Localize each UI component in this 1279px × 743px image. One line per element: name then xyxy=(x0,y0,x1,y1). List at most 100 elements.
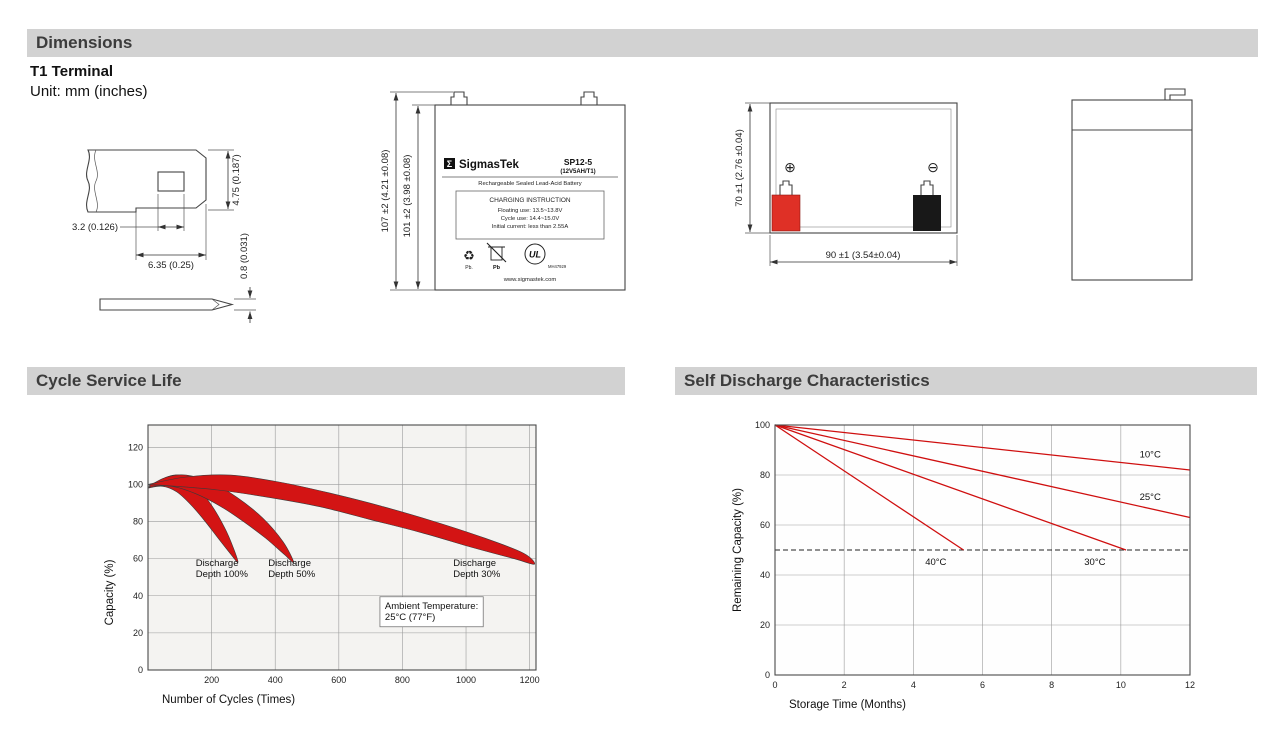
x-axis-label: Number of Cycles (Times) xyxy=(162,694,295,706)
chart-annotation: Ambient Temperature: 25°C (77°F) xyxy=(385,601,478,623)
x-tick-label: 800 xyxy=(395,675,410,685)
x-tick-label: 6 xyxy=(980,680,985,690)
dim-case-height: 101 ±2 (3.98 ±0.08) xyxy=(402,155,413,238)
discharge-band xyxy=(147,474,536,565)
ul-mark-circle xyxy=(524,243,546,265)
y-tick-label: 0 xyxy=(138,665,143,675)
charging-line: Floating use: 13.5~13.8V xyxy=(498,208,563,214)
charging-title: CHARGING INSTRUCTION xyxy=(489,197,571,204)
y-tick-label: 60 xyxy=(133,554,143,564)
crossed-bin-icon xyxy=(486,242,507,263)
x-tick-label: 400 xyxy=(268,675,283,685)
ul-code-text: MH47929 xyxy=(548,264,567,269)
ul-mark-icon: UL xyxy=(529,250,541,260)
temperature-line xyxy=(774,424,964,551)
x-tick-label: 200 xyxy=(204,675,219,685)
x-tick-label: 600 xyxy=(331,675,346,685)
y-tick-label: 20 xyxy=(760,620,770,630)
plot-border xyxy=(774,424,1191,676)
y-tick-label: 60 xyxy=(760,520,770,530)
cycle-service-life-chart: 200 400 600 800 1000 1200 0 20 40 60 80 100 120 Disch… xyxy=(104,424,540,706)
website-text: www.sigmastek.com xyxy=(503,277,557,283)
terminal-tab xyxy=(920,180,934,195)
x-tick-label: 0 xyxy=(772,680,777,690)
positive-terminal-icon: ⊕ xyxy=(784,159,796,175)
negative-terminal-block xyxy=(913,195,941,231)
chart-annotation: Discharge Depth 50% xyxy=(268,558,316,580)
battery-type-text: Rechargeable Sealed Lead-Acid Battery xyxy=(478,181,582,187)
terminal-type-heading: T1 Terminal xyxy=(30,63,114,80)
y-tick-label: 0 xyxy=(765,670,770,680)
x-tick-label: 1200 xyxy=(520,675,540,685)
dim-overall-height: 107 ±2 (4.21 ±0.08) xyxy=(380,150,391,233)
self-discharge-section-header: Self Discharge Characteristics xyxy=(675,367,1257,395)
terminal-tab xyxy=(779,180,793,195)
cycle-life-section-header: Cycle Service Life xyxy=(27,367,625,395)
y-tick-label: 100 xyxy=(128,479,143,489)
temperature-line xyxy=(774,424,1191,471)
charging-line: Cycle use: 14.4~15.0V xyxy=(501,216,560,222)
case-inner-rim xyxy=(775,108,952,228)
battery-case-side xyxy=(1071,99,1193,281)
plot-border xyxy=(147,424,537,671)
y-tick-label: 80 xyxy=(133,517,143,527)
tab-bevel-line xyxy=(211,298,220,311)
annotation-box xyxy=(379,596,484,628)
terminal-hole xyxy=(157,171,185,192)
terminal-post xyxy=(580,91,598,105)
rear-view-drawing: ⊕ ⊖ 70 ±1 (2.76 ±0.04) 90 ±1 (3.54±0.04) xyxy=(734,102,958,266)
sigma-logo-glyph: Σ xyxy=(447,159,453,169)
negative-terminal-icon: ⊖ xyxy=(927,159,939,175)
pb-recycle-text: Pb. xyxy=(465,265,473,271)
side-view-drawing xyxy=(1071,88,1193,281)
dim-tab-thickness: 0.8 (0.031) xyxy=(239,233,250,279)
dim-tab-width: 6.35 (0.25) xyxy=(148,260,194,271)
x-tick-label: 2 xyxy=(842,680,847,690)
positive-terminal-block xyxy=(771,194,801,232)
x-tick-label: 12 xyxy=(1185,680,1195,690)
rating-text: (12V5AH/T1) xyxy=(560,169,595,175)
break-line xyxy=(94,149,98,213)
y-tick-label: 40 xyxy=(133,591,143,601)
dim-rear-width: 90 ±1 (3.54±0.04) xyxy=(826,250,901,261)
dim-terminal-height: 4.75 (0.187) xyxy=(231,154,242,205)
dim-hole-width: 3.2 (0.126) xyxy=(72,222,118,233)
y-tick-label: 20 xyxy=(133,628,143,638)
series-label: 25°C xyxy=(1140,492,1161,503)
terminal-profile xyxy=(86,149,207,213)
series-label: 10°C xyxy=(1140,450,1161,461)
recycle-icon: ♻ xyxy=(463,248,475,263)
front-view-drawing: 107 ±2 (4.21 ±0.08) 101 ±2 (3.98 ±0.08) … xyxy=(380,91,626,291)
y-axis-label: Remaining Capacity (%) xyxy=(732,488,744,612)
x-axis-label: Storage Time (Months) xyxy=(789,699,906,711)
self-discharge-chart: 0 2 4 6 8 10 12 0 20 40 60 80 100 10°C 25°C 30°C 40°C Sto… xyxy=(732,420,1195,711)
side-terminal-tab xyxy=(1164,88,1186,100)
tab-side-profile xyxy=(99,298,235,311)
x-tick-label: 1000 xyxy=(456,675,476,685)
chart-annotation: Discharge Depth 30% xyxy=(453,558,501,580)
y-tick-label: 80 xyxy=(760,470,770,480)
temperature-line xyxy=(774,424,1191,519)
y-tick-label: 100 xyxy=(755,420,770,430)
series-label: 40°C xyxy=(925,557,946,568)
unit-note: Unit: mm (inches) xyxy=(30,83,148,100)
charging-instruction-box xyxy=(455,190,605,240)
sigma-logo-box xyxy=(444,158,455,169)
dimensions-section-header: Dimensions xyxy=(27,29,1258,57)
battery-case-front xyxy=(434,104,626,291)
charging-line: Initial current: less than 2.55A xyxy=(492,224,569,230)
series-label: 30°C xyxy=(1084,557,1105,568)
temperature-line xyxy=(774,424,1127,551)
dim-rear-height: 70 ±1 (2.76 ±0.04) xyxy=(734,129,745,207)
y-tick-label: 120 xyxy=(128,442,143,452)
x-tick-label: 4 xyxy=(911,680,916,690)
x-tick-label: 10 xyxy=(1116,680,1126,690)
terminal-detail-drawing: 4.75 (0.187) 3.2 (0.126) 6.35 (0.25) 0.8… xyxy=(72,149,256,323)
brand-text: SigmasTek xyxy=(459,159,519,171)
x-tick-label: 8 xyxy=(1049,680,1054,690)
pb-trash-text: Pb xyxy=(493,265,501,271)
terminal-post xyxy=(450,91,468,105)
y-tick-label: 40 xyxy=(760,570,770,580)
chart-annotation: Discharge Depth 100% xyxy=(196,558,249,580)
model-text: SP12-5 xyxy=(564,157,593,167)
